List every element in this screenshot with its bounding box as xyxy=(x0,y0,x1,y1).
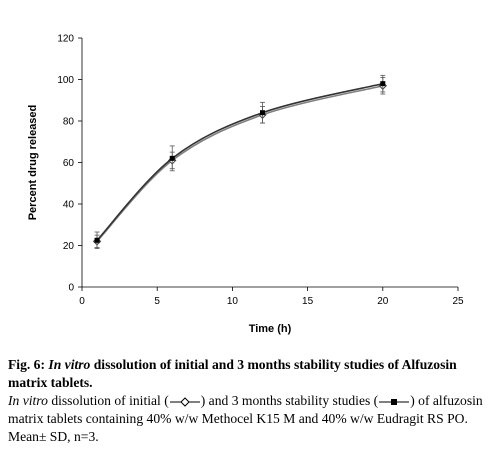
caption-body-part3: ) of alfuzosin matrix tablets containing… xyxy=(8,393,483,444)
data-point-square xyxy=(259,110,265,116)
y-tick-label: 120 xyxy=(57,34,74,45)
y-axis-ticks: 0 20 40 60 80 100 120 xyxy=(57,34,82,294)
y-tick-label: 60 xyxy=(63,158,75,169)
x-tick-label: 10 xyxy=(227,296,239,307)
caption-title: Fig. 6: In vitro dissolution of initial … xyxy=(8,356,496,392)
figure-label: Fig. 6: xyxy=(8,357,45,372)
x-tick-label: 25 xyxy=(452,296,464,307)
y-axis-label: Percent drug released xyxy=(27,105,39,221)
y-tick-label: 0 xyxy=(68,283,74,294)
open-diamond-legend-icon xyxy=(169,397,200,407)
data-point-square xyxy=(380,81,386,87)
x-tick-label: 5 xyxy=(154,296,160,307)
figure-caption: Fig. 6: In vitro dissolution of initial … xyxy=(8,356,496,446)
caption-body-part2: ) and 3 months stability studies ( xyxy=(200,393,379,408)
x-tick-label: 20 xyxy=(377,296,389,307)
caption-body: In vitro dissolution of initial ( ) and 3… xyxy=(8,392,496,446)
series-line xyxy=(96,84,383,242)
y-tick-label: 40 xyxy=(63,200,75,211)
x-tick-label: 15 xyxy=(302,296,314,307)
chart-axes xyxy=(81,38,458,288)
filled-square-legend-icon xyxy=(379,398,410,405)
data-point-square xyxy=(94,237,100,243)
caption-body-part1: dissolution of initial ( xyxy=(51,393,169,408)
y-tick-label: 80 xyxy=(63,117,75,128)
caption-body-italic: In vitro xyxy=(8,393,48,408)
chart: 0 20 40 60 80 100 120 0 5 10 15 20 25 Percent drug … xyxy=(27,34,464,336)
x-axis-ticks: 0 5 10 15 20 25 xyxy=(79,287,464,307)
x-axis-label: Time (h) xyxy=(249,323,292,335)
y-tick-label: 100 xyxy=(57,75,74,86)
caption-title-italic: In vitro xyxy=(48,357,91,372)
caption-title-text: dissolution of initial and 3 months stab… xyxy=(8,357,457,390)
series-line xyxy=(96,82,383,241)
y-tick-label: 20 xyxy=(63,241,75,252)
series-1 xyxy=(92,77,388,248)
series-2 xyxy=(94,74,386,250)
x-tick-label: 0 xyxy=(79,296,85,307)
data-point-square xyxy=(169,155,175,161)
chart-series xyxy=(92,74,388,250)
